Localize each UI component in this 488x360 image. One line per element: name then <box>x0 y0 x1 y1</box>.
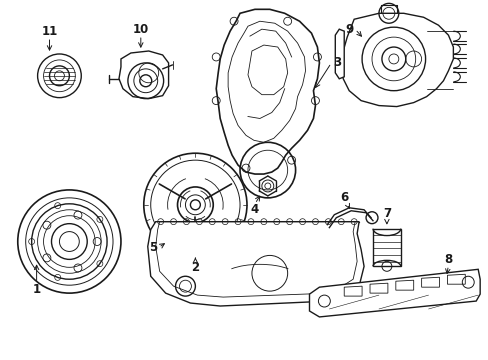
Text: 3: 3 <box>332 57 341 69</box>
Polygon shape <box>341 13 452 107</box>
Text: 1: 1 <box>33 283 41 296</box>
Polygon shape <box>309 269 479 317</box>
Polygon shape <box>421 277 439 287</box>
Polygon shape <box>119 51 168 99</box>
Text: 4: 4 <box>250 203 259 216</box>
Polygon shape <box>335 29 344 79</box>
Polygon shape <box>372 229 400 266</box>
Polygon shape <box>344 286 361 296</box>
Polygon shape <box>369 283 387 293</box>
Polygon shape <box>395 280 413 290</box>
Polygon shape <box>216 9 319 174</box>
Text: 2: 2 <box>191 261 199 274</box>
Text: 11: 11 <box>41 24 58 38</box>
Polygon shape <box>147 222 364 306</box>
Text: 10: 10 <box>132 23 149 36</box>
Polygon shape <box>447 274 464 284</box>
Text: 6: 6 <box>340 192 347 204</box>
Text: 7: 7 <box>382 207 390 220</box>
Text: 9: 9 <box>345 23 353 36</box>
Text: 5: 5 <box>148 241 157 254</box>
Text: 8: 8 <box>444 253 451 266</box>
